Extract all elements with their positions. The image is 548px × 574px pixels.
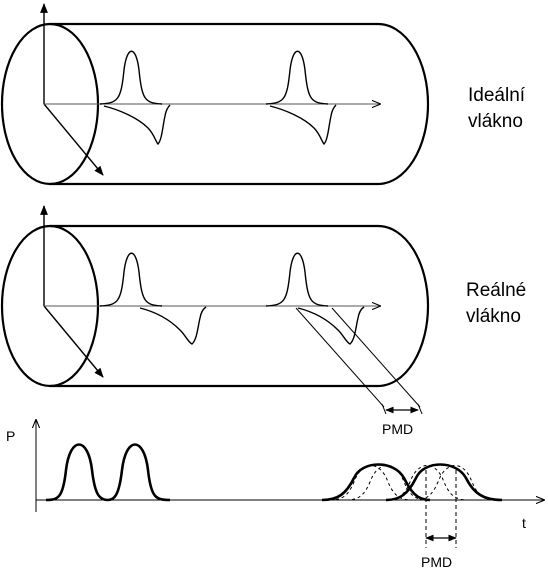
input-pulse-pair (45, 443, 171, 502)
output-broadened-pulse-1 (321, 463, 431, 502)
real-diagonal-axis (43, 305, 104, 378)
pmd-projection-line-left (295, 307, 385, 408)
pmd-bottom-label: PMD (421, 554, 452, 570)
ideal-fiber-cylinder (50, 22, 430, 186)
real-pulse-horizontal-1 (139, 306, 207, 345)
t-axis-label: t (522, 515, 526, 531)
ideal-pulse-horizontal-1 (103, 104, 171, 145)
real-fiber-label-line1: Reálné (466, 280, 526, 301)
pmd-top-label: PMD (382, 421, 413, 437)
ideal-fiber-label-line1: Ideální (468, 85, 526, 106)
pmd-top-tick-left (381, 403, 387, 415)
real-pulse-horizontal-2 (297, 306, 365, 345)
p-axis-label: P (6, 428, 15, 444)
real-pulse-vertical-1 (99, 252, 163, 307)
ideal-diagonal-axis (43, 103, 104, 176)
ideal-pulse-vertical-2 (265, 50, 329, 105)
real-fiber-label-line2: vlákno (466, 306, 521, 327)
ideal-pulse-horizontal-2 (269, 104, 337, 145)
real-pulse-vertical-2 (265, 252, 329, 307)
pmd-top-tick-right (417, 403, 423, 415)
ideal-pulse-vertical-1 (99, 50, 163, 105)
ideal-fiber: Ideální vlákno (0, 3, 526, 186)
pmd-projection-line-right (331, 307, 421, 408)
ideal-fiber-label-line2: vlákno (468, 111, 523, 132)
real-fiber: PMD Reálné vlákno (0, 205, 526, 437)
power-time-plot: P t PMD (6, 420, 544, 570)
output-broadened-pulse-2 (385, 463, 503, 502)
real-fiber-cylinder (50, 224, 430, 388)
